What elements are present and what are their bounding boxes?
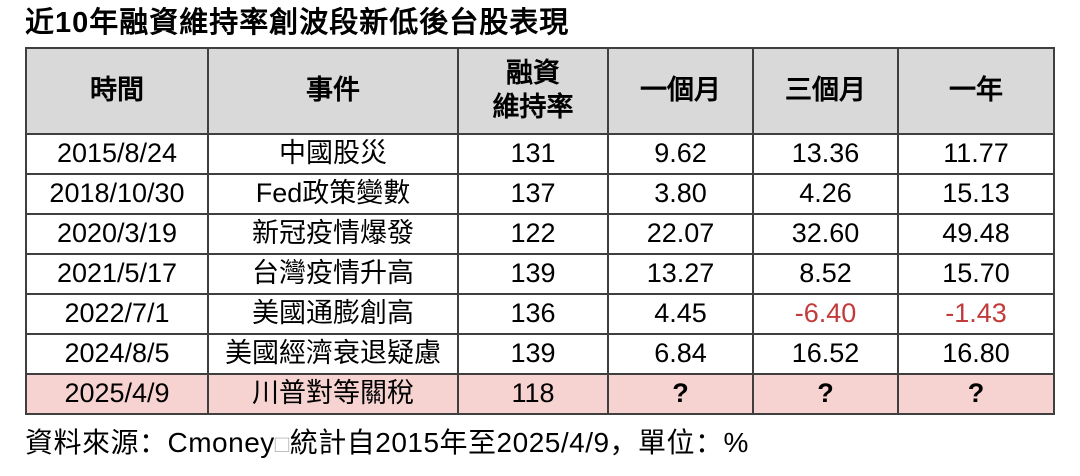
cell-margin-ratio: 118 xyxy=(457,372,609,415)
cell-one-year: 15.13 xyxy=(897,172,1055,215)
data-table: 時間 事件 融資 維持率 一個月 三個月 一年 2015/8/24 中國股災 13… xyxy=(25,46,1055,415)
cell-one-month: 4.45 xyxy=(607,292,754,335)
header-one-month: 一個月 xyxy=(607,46,754,135)
cell-one-year: 16.80 xyxy=(897,332,1055,375)
cell-one-month: 22.07 xyxy=(607,212,754,255)
header-row: 時間 事件 融資 維持率 一個月 三個月 一年 xyxy=(25,46,1055,135)
table-row: 2024/8/5 美國經濟衰退疑慮 139 6.84 16.52 16.80 xyxy=(25,332,1055,375)
table-row: 2018/10/30 Fed政策變數 137 3.80 4.26 15.13 xyxy=(25,172,1055,215)
cell-event: 川普對等關稅 xyxy=(207,372,459,415)
cell-three-months: 32.60 xyxy=(752,212,899,255)
source-note: 資料來源：Cmoney□統計自2015年至2025/4/9，單位：% xyxy=(25,421,1080,461)
cell-three-months: 4.26 xyxy=(752,172,899,215)
cell-three-months: 13.36 xyxy=(752,132,899,175)
cell-time: 2015/8/24 xyxy=(25,132,209,175)
cell-three-months-negative: -6.40 xyxy=(752,292,899,335)
cell-margin-ratio: 122 xyxy=(457,212,609,255)
cell-one-year-unknown: ? xyxy=(897,372,1055,415)
cell-event: 美國通膨創高 xyxy=(207,292,459,335)
cell-margin-ratio: 136 xyxy=(457,292,609,335)
cell-three-months: 8.52 xyxy=(752,252,899,295)
missing-glyph-box: □ xyxy=(274,430,290,458)
cell-time: 2025/4/9 xyxy=(25,372,209,415)
cell-one-year-negative: -1.43 xyxy=(897,292,1055,335)
cell-three-months-unknown: ? xyxy=(752,372,899,415)
header-three-months: 三個月 xyxy=(752,46,899,135)
cell-time: 2020/3/19 xyxy=(25,212,209,255)
cell-one-year: 11.77 xyxy=(897,132,1055,175)
table-row: 2021/5/17 台灣疫情升高 139 13.27 8.52 15.70 xyxy=(25,252,1055,295)
table-row: 2020/3/19 新冠疫情爆發 122 22.07 32.60 49.48 xyxy=(25,212,1055,255)
page-title: 近10年融資維持率創波段新低後台股表現 xyxy=(25,7,570,39)
cell-margin-ratio: 139 xyxy=(457,252,609,295)
cell-one-month: 9.62 xyxy=(607,132,754,175)
cell-one-month-unknown: ? xyxy=(607,372,754,415)
header-one-year: 一年 xyxy=(897,46,1055,135)
cell-margin-ratio: 131 xyxy=(457,132,609,175)
cell-three-months: 16.52 xyxy=(752,332,899,375)
header-event: 事件 xyxy=(207,46,459,135)
cell-one-year: 49.48 xyxy=(897,212,1055,255)
cell-time: 2022/7/1 xyxy=(25,292,209,335)
cell-event: 台灣疫情升高 xyxy=(207,252,459,295)
cell-one-month: 3.80 xyxy=(607,172,754,215)
header-margin-ratio-line2: 維持率 xyxy=(492,91,574,122)
source-note-prefix: 資料來源：Cmoney xyxy=(25,426,275,458)
cell-one-month: 6.84 xyxy=(607,332,754,375)
cell-margin-ratio: 139 xyxy=(457,332,609,375)
cell-event: 美國經濟衰退疑慮 xyxy=(207,332,459,375)
cell-time: 2024/8/5 xyxy=(25,332,209,375)
cell-event: 新冠疫情爆發 xyxy=(207,212,459,255)
table-row: 2015/8/24 中國股災 131 9.62 13.36 11.77 xyxy=(25,132,1055,175)
source-note-suffix: 統計自2015年至2025/4/9，單位：% xyxy=(289,426,749,458)
header-time: 時間 xyxy=(25,46,209,135)
header-margin-ratio: 融資 維持率 xyxy=(457,46,609,135)
header-margin-ratio-line1: 融資 xyxy=(506,58,560,89)
cell-time: 2021/5/17 xyxy=(25,252,209,295)
cell-time: 2018/10/30 xyxy=(25,172,209,215)
table-row: 2022/7/1 美國通膨創高 136 4.45 -6.40 -1.43 xyxy=(25,292,1055,335)
cell-one-year: 15.70 xyxy=(897,252,1055,295)
cell-event: Fed政策變數 xyxy=(207,172,459,215)
cell-margin-ratio: 137 xyxy=(457,172,609,215)
cell-one-month: 13.27 xyxy=(607,252,754,295)
table-row-highlighted: 2025/4/9 川普對等關稅 118 ? ? ? xyxy=(25,372,1055,415)
cell-event: 中國股災 xyxy=(207,132,459,175)
